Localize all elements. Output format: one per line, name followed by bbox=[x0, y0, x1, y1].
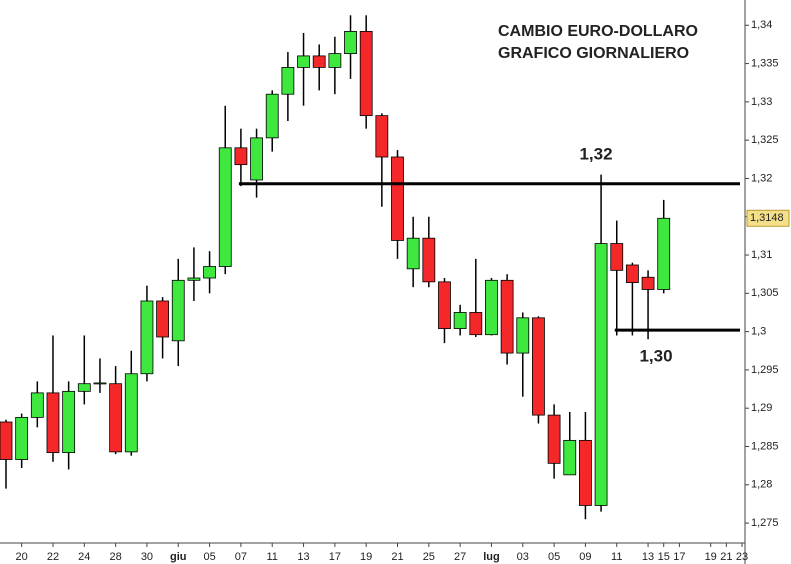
candle-body bbox=[203, 266, 216, 279]
x-tick-label: 17 bbox=[329, 551, 341, 563]
candle-body bbox=[594, 243, 608, 506]
x-tick-label: 21 bbox=[720, 551, 732, 563]
candle-body bbox=[547, 414, 561, 464]
candle-body bbox=[391, 156, 404, 241]
x-tick-label: 19 bbox=[360, 551, 372, 563]
candle-body bbox=[93, 382, 107, 385]
candle-body bbox=[124, 373, 138, 453]
candle-body bbox=[15, 416, 29, 460]
candle-body bbox=[140, 300, 154, 375]
x-tick-label: 05 bbox=[548, 551, 560, 563]
x-tick-label: 24 bbox=[78, 551, 90, 563]
x-tick-label: 23 bbox=[736, 551, 748, 563]
candle-body bbox=[641, 276, 655, 290]
candle-body bbox=[626, 264, 639, 284]
y-tick-label: 1,295 bbox=[751, 364, 779, 376]
x-tick-label: 25 bbox=[423, 551, 435, 563]
candle-body bbox=[579, 439, 592, 506]
x-tick-label: 28 bbox=[109, 551, 121, 563]
chart-subtitle: GRAFICO GIORNALIERO bbox=[498, 45, 689, 62]
x-tick-label: 20 bbox=[16, 551, 28, 563]
y-tick-label: 1,325 bbox=[751, 134, 779, 146]
candle-body bbox=[438, 281, 451, 329]
candle-body bbox=[359, 31, 373, 117]
level-label: 1,30 bbox=[639, 347, 672, 366]
candle-body bbox=[453, 312, 467, 329]
candle-body bbox=[187, 277, 201, 281]
x-tick-label: 07 bbox=[235, 551, 247, 563]
last-price-label: 1,3148 bbox=[750, 212, 784, 224]
candle-body bbox=[657, 217, 671, 290]
candle-body bbox=[485, 279, 498, 336]
y-tick-label: 1,29 bbox=[751, 402, 772, 414]
x-tick-label: 13 bbox=[297, 551, 309, 563]
x-tick-label: 27 bbox=[454, 551, 466, 563]
candle-body bbox=[30, 392, 44, 418]
last-price-box bbox=[746, 209, 790, 227]
x-tick-label: 17 bbox=[673, 551, 685, 563]
y-tick-label: 1,31 bbox=[751, 249, 772, 261]
x-tick-label: 30 bbox=[141, 551, 153, 563]
candle-body bbox=[46, 392, 60, 454]
x-tick-label: 03 bbox=[517, 551, 529, 563]
candle-body bbox=[234, 147, 248, 166]
y-tick-label: 1,32 bbox=[751, 172, 772, 184]
x-tick-label: 09 bbox=[579, 551, 591, 563]
candle-body bbox=[109, 383, 123, 453]
candle-body bbox=[406, 237, 420, 270]
y-tick-label: 1,28 bbox=[751, 479, 772, 491]
y-tick-label: 1,285 bbox=[751, 440, 779, 452]
candle-body bbox=[77, 383, 91, 392]
chart-title: CAMBIO EURO-DOLLARO bbox=[498, 23, 698, 40]
y-tick-label: 1,275 bbox=[751, 517, 779, 529]
candle-body bbox=[532, 317, 545, 416]
x-tick-label: 05 bbox=[203, 551, 215, 563]
x-tick-label: 11 bbox=[267, 551, 278, 563]
candle-body bbox=[422, 237, 436, 283]
candle-body bbox=[281, 66, 295, 95]
y-tick-label: 1,3 bbox=[751, 326, 766, 338]
x-tick-label: 11 bbox=[611, 551, 622, 563]
candle-body bbox=[250, 137, 263, 181]
candle-body bbox=[265, 93, 279, 139]
x-tick-label: giu bbox=[170, 551, 187, 563]
candle-body bbox=[563, 439, 577, 476]
candle-body bbox=[500, 279, 514, 354]
candle-body bbox=[344, 31, 357, 55]
level-label: 1,32 bbox=[579, 144, 612, 163]
candle-body bbox=[62, 390, 76, 454]
candle-body bbox=[610, 243, 624, 271]
candle-body bbox=[156, 300, 170, 338]
candle-body bbox=[375, 115, 389, 158]
x-tick-label: 15 bbox=[658, 551, 670, 563]
candle-body bbox=[297, 55, 310, 68]
y-tick-label: 1,305 bbox=[751, 287, 779, 299]
candle-body bbox=[312, 55, 326, 68]
y-tick-label: 1,34 bbox=[751, 19, 772, 31]
x-tick-label: lug bbox=[483, 551, 500, 563]
candle-body bbox=[328, 53, 342, 68]
candle-body bbox=[469, 312, 483, 336]
y-tick-label: 1,335 bbox=[751, 57, 779, 69]
candle-body bbox=[171, 279, 185, 342]
x-tick-label: 19 bbox=[705, 551, 717, 563]
y-tick-label: 1,33 bbox=[751, 96, 772, 108]
candle-body bbox=[516, 317, 530, 354]
x-tick-label: 21 bbox=[391, 551, 403, 563]
x-tick-label: 22 bbox=[47, 551, 59, 563]
candle-body bbox=[0, 421, 13, 460]
x-tick-label: 13 bbox=[642, 551, 654, 563]
candle-body bbox=[218, 147, 232, 267]
